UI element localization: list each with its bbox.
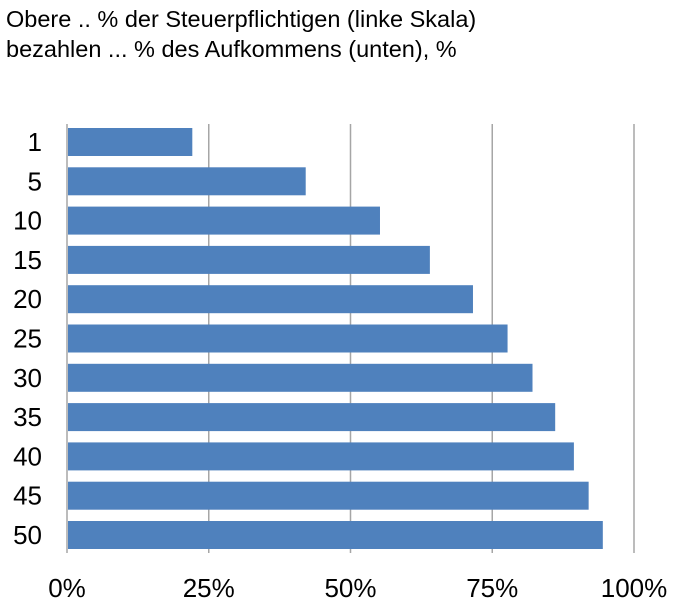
bar xyxy=(68,245,430,274)
y-tick-label: 45 xyxy=(13,481,42,511)
x-tick-label: 50% xyxy=(324,573,376,603)
x-tick-label: 100% xyxy=(601,573,668,603)
x-tick-label: 75% xyxy=(466,573,518,603)
x-tick-label: 0% xyxy=(48,573,86,603)
bar xyxy=(68,285,473,314)
bar xyxy=(68,167,306,196)
bar xyxy=(68,481,589,510)
title-line-2: bezahlen ... % des Aufkommens (unten), % xyxy=(6,36,457,62)
bar xyxy=(68,363,533,392)
y-tick-label: 1 xyxy=(28,127,42,157)
bar xyxy=(68,324,508,353)
y-tick-label: 25 xyxy=(13,324,42,354)
title-line-1: Obere .. % der Steuerpflichtigen (linke … xyxy=(6,6,477,32)
bar xyxy=(68,128,193,156)
y-tick-label: 5 xyxy=(28,166,42,196)
y-tick-label: 10 xyxy=(13,206,42,236)
y-tick-label: 20 xyxy=(13,284,42,314)
y-tick-label: 50 xyxy=(13,520,42,550)
y-tick-label: 35 xyxy=(13,402,42,432)
bar xyxy=(68,206,380,235)
y-tick-label: 15 xyxy=(13,245,42,275)
y-tick-label: 40 xyxy=(13,441,42,471)
bar xyxy=(68,521,603,549)
bar xyxy=(68,403,556,432)
bar xyxy=(68,442,574,471)
chart-title: Obere .. % der Steuerpflichtigen (linke … xyxy=(6,4,476,64)
y-tick-label: 30 xyxy=(13,363,42,393)
x-tick-label: 25% xyxy=(183,573,235,603)
